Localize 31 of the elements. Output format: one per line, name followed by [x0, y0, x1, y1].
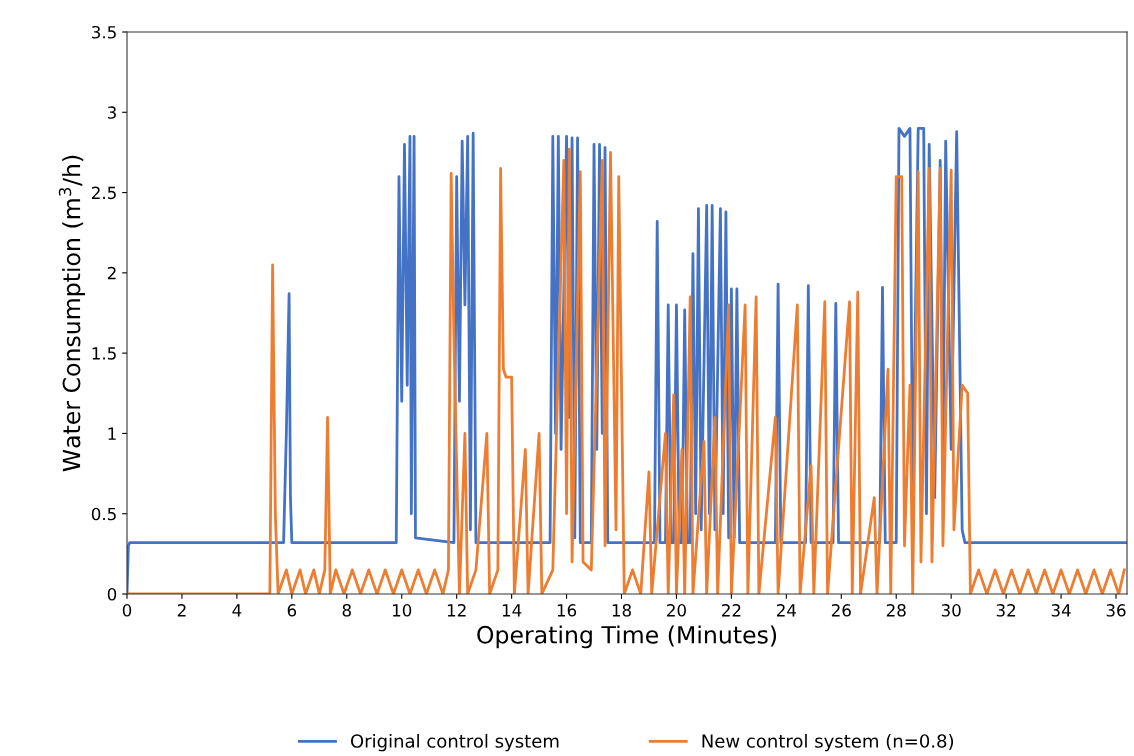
- x-tick-label: 18: [612, 604, 631, 617]
- x-tick-label: 20: [667, 604, 686, 617]
- x-tick-label: 36: [1106, 604, 1126, 617]
- y-axis-title: Water Consumption (m$^{3}$/h): [58, 155, 85, 472]
- x-tick-label: 4: [232, 604, 242, 617]
- y-tick-label: 0.5: [91, 507, 116, 521]
- x-tick-label: 14: [502, 604, 522, 617]
- x-tick-label: 2: [177, 604, 186, 617]
- legend-label: Original control system: [350, 733, 559, 752]
- x-tick-label: 6: [287, 604, 297, 617]
- x-tick-label: 24: [776, 604, 797, 617]
- x-tick-label: 8: [342, 604, 351, 617]
- y-tick-label: 2: [107, 266, 116, 280]
- y-tick-label: 1: [108, 427, 116, 440]
- legend-label: New control system (n=0.8): [702, 733, 954, 752]
- y-tick-label: 3.5: [92, 25, 116, 39]
- x-tick-label: 12: [447, 604, 466, 617]
- x-tick-label: 34: [1051, 604, 1071, 617]
- x-tick-label: 32: [996, 604, 1016, 617]
- y-tick-label: 2.5: [91, 186, 116, 200]
- y-tick-label: 3: [107, 106, 116, 119]
- y-tick-label: 1.5: [92, 347, 116, 360]
- x-tick-label: 10: [392, 604, 412, 617]
- x-tick-label: 22: [722, 604, 741, 617]
- y-tick-label: 0: [107, 587, 117, 601]
- x-tick-label: 16: [557, 604, 577, 617]
- x-tick-label: 28: [886, 604, 906, 617]
- x-tick-label: 0: [122, 604, 132, 617]
- x-tick-label: 26: [831, 604, 851, 617]
- x-tick-label: 30: [941, 604, 961, 617]
- x-axis-title: Operating Time (Minutes): [477, 625, 777, 649]
